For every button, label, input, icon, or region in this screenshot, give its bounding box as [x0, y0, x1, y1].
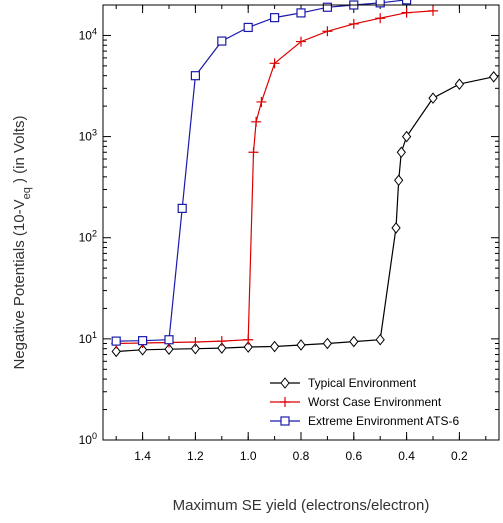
data-point — [401, 7, 412, 18]
legend-item: Extreme Environment ATS-6 — [270, 414, 459, 428]
tick-marks — [103, 4, 499, 441]
x-tick-label: 0.2 — [451, 449, 468, 463]
data-point — [454, 78, 465, 90]
data-point — [394, 174, 404, 187]
data-point — [269, 58, 280, 69]
data-point — [243, 334, 254, 345]
legend-item: Typical Environment — [270, 376, 417, 390]
series-layer — [111, 0, 499, 358]
data-point — [375, 333, 385, 346]
data-point — [396, 146, 406, 159]
data-point — [269, 340, 280, 353]
y-tick-label: 102 — [79, 229, 97, 245]
data-point — [322, 2, 332, 12]
data-point — [348, 18, 359, 29]
y-axis-title-subscript: eq — [21, 187, 33, 199]
y-tick-label: 103 — [79, 128, 97, 144]
data-point — [177, 203, 187, 213]
legend-label: Worst Case Environment — [308, 395, 442, 409]
y-tick-label: 100 — [79, 431, 97, 447]
x-tick-label: 1.4 — [134, 449, 151, 463]
y-tick-label: 101 — [79, 330, 97, 346]
data-point — [270, 13, 280, 23]
data-point — [296, 339, 306, 351]
series-3 — [111, 0, 412, 346]
data-point — [428, 5, 438, 16]
data-point — [251, 116, 262, 127]
data-point — [243, 341, 253, 353]
legend-marker — [280, 397, 290, 407]
x-axis-title: Maximum SE yield (electrons/electron) — [173, 497, 430, 514]
data-point — [296, 36, 306, 47]
data-point — [349, 335, 359, 348]
series-line — [116, 0, 407, 342]
x-tick-labels: 1.4 1.2 1.0 0.8 0.6 0.4 0.2 — [134, 449, 468, 463]
series-line — [116, 10, 434, 345]
y-tick-labels: 100 101 102 103 104 — [79, 26, 97, 447]
data-point — [256, 96, 267, 107]
data-point — [296, 8, 306, 18]
y-axis-title-prefix: Negative Potentials (10-V — [11, 199, 28, 369]
data-point — [375, 13, 386, 24]
legend-marker — [280, 377, 290, 389]
data-point — [111, 345, 121, 358]
legend-item: Worst Case Environment — [270, 395, 442, 409]
data-point — [190, 71, 200, 81]
data-point — [138, 336, 148, 346]
x-tick-label: 0.4 — [398, 449, 415, 463]
x-tick-label: 0.8 — [293, 449, 310, 463]
legend-label: Extreme Environment ATS-6 — [308, 414, 459, 428]
y-axis-title-suffix: ) (in Volts) — [11, 115, 28, 187]
data-point — [216, 336, 227, 347]
data-point — [217, 342, 227, 354]
legend-marker — [280, 416, 290, 426]
series-1 — [111, 71, 499, 358]
data-point — [375, 0, 385, 8]
data-point — [402, 0, 412, 5]
x-tick-label: 1.0 — [240, 449, 257, 463]
data-point — [401, 130, 412, 143]
data-point — [164, 343, 174, 356]
legend: Typical Environment Worst Case Environmen… — [270, 376, 459, 428]
data-point — [322, 26, 333, 37]
y-axis-title: Negative Potentials (10-Veq ) (in Volts) — [11, 115, 33, 369]
plot-frame — [102, 4, 500, 441]
data-point — [428, 92, 438, 104]
data-point — [248, 147, 259, 158]
data-point — [217, 36, 227, 46]
data-point — [111, 336, 121, 346]
data-point — [190, 342, 201, 355]
series-2 — [111, 5, 438, 349]
data-point — [137, 343, 148, 356]
legend-label: Typical Environment — [308, 376, 417, 390]
data-point — [164, 335, 174, 345]
data-point — [190, 337, 201, 348]
data-point — [243, 22, 253, 33]
x-tick-label: 0.6 — [345, 449, 362, 463]
y-tick-label: 104 — [79, 26, 97, 42]
data-point — [322, 337, 333, 350]
series-line — [116, 76, 494, 353]
x-tick-label: 1.2 — [187, 449, 204, 463]
data-point — [489, 71, 499, 83]
data-point — [391, 222, 401, 234]
